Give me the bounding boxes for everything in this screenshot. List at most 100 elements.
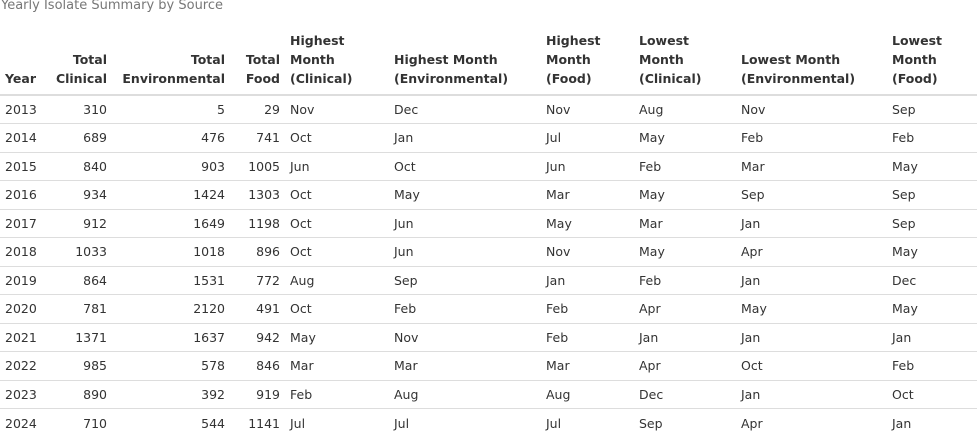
table-row: 2016 934 1424 1303 Oct May Mar May Sep Sep: [0, 180, 977, 209]
cell-total-environmental: 392: [111, 379, 229, 409]
cell-year: 2022: [0, 351, 45, 380]
cell-year: 2017: [0, 208, 45, 238]
cell-lowest-clinical: Apr: [633, 294, 735, 323]
cell-year: 2023: [0, 379, 45, 409]
cell-highest-clinical: Aug: [284, 265, 388, 295]
table-caption: Yearly Isolate Summary by Source: [1, 0, 224, 13]
cell-year: 2021: [0, 322, 45, 352]
table-body: 2013 310 5 29 Nov Dec Nov Aug Nov Sep 2014 689 476 74…: [0, 95, 977, 437]
cell-lowest-clinical: Dec: [633, 379, 735, 409]
cell-year: 2015: [0, 151, 45, 181]
cell-total-environmental: 5: [217, 102, 225, 117]
column-header-total-environmental: Total Environmental: [111, 13, 229, 96]
cell-lowest-clinical: Feb: [633, 265, 735, 295]
cell-total-environmental: 1424: [111, 180, 229, 209]
cell-highest-food: Feb: [540, 322, 633, 352]
cell-highest-environmental: Jul: [388, 408, 540, 437]
cell-lowest-environmental: Apr: [735, 408, 886, 437]
cell-lowest-clinical: May: [633, 180, 735, 209]
cell-lowest-food: Jan: [886, 408, 977, 437]
table-row: 2017 912 1649 1198 Oct Jun May Mar Jan Sep: [0, 208, 977, 238]
cell-highest-clinical: Jul: [284, 408, 388, 437]
cell-highest-environmental: May: [388, 180, 540, 209]
table-row: 2019 864 1531 772 Aug Sep Jan Feb Jan Dec: [0, 265, 977, 295]
cell-year: 2019: [0, 265, 45, 295]
cell-total-food: 741: [229, 123, 284, 152]
cell-total-food: 1303: [229, 180, 284, 209]
cell-highest-clinical: Oct: [284, 294, 388, 323]
cell-total-clinical: 1371: [45, 322, 111, 352]
cell-highest-food: Jan: [540, 265, 633, 295]
cell-lowest-clinical: Feb: [633, 151, 735, 181]
cell-highest-clinical: Oct: [284, 123, 388, 152]
cell-lowest-environmental: Feb: [735, 123, 886, 152]
cell-total-food: 919: [229, 379, 284, 409]
cell-total-clinical: 864: [45, 265, 111, 295]
cell-lowest-clinical: Aug: [639, 102, 664, 117]
cell-lowest-food: May: [886, 151, 977, 181]
column-header-year: Year: [0, 13, 45, 96]
cell-highest-clinical: Mar: [284, 351, 388, 380]
header-row: Year Total Clinical Total Environmental …: [0, 13, 977, 96]
cell-highest-environmental: Jan: [388, 123, 540, 152]
cell-highest-clinical: Oct: [284, 180, 388, 209]
cell-total-food: 772: [229, 265, 284, 295]
cell-year: 2016: [0, 180, 45, 209]
cell-year: 2018: [0, 237, 45, 266]
cell-lowest-environmental: Sep: [735, 180, 886, 209]
cell-lowest-food: Sep: [886, 208, 977, 238]
cell-highest-environmental: Jun: [388, 208, 540, 238]
cell-highest-food: Mar: [540, 180, 633, 209]
cell-lowest-food: May: [886, 294, 977, 323]
table-row: 2014 689 476 741 Oct Jan Jul May Feb Feb: [0, 123, 977, 152]
cell-lowest-clinical: Jan: [633, 322, 735, 352]
cell-highest-clinical: Jun: [284, 151, 388, 181]
cell-highest-food: Aug: [540, 379, 633, 409]
cell-total-food: 1141: [229, 408, 284, 437]
cell-year: 2024: [0, 408, 45, 437]
cell-total-clinical: 310: [83, 102, 107, 117]
cell-total-food: 846: [229, 351, 284, 380]
cell-lowest-environmental: Oct: [735, 351, 886, 380]
cell-highest-food: Jul: [540, 408, 633, 437]
cell-total-clinical: 689: [45, 123, 111, 152]
cell-highest-clinical: Oct: [284, 237, 388, 266]
cell-lowest-food: Sep: [886, 180, 977, 209]
column-header-total-food: Total Food: [229, 13, 284, 96]
table-row: 2024 710 544 1141 Jul Jul Jul Sep Apr Jan: [0, 408, 977, 437]
table-row: 2013 310 5 29 Nov Dec Nov Aug Nov Sep: [0, 95, 977, 124]
cell-lowest-food: Feb: [886, 351, 977, 380]
cell-lowest-food: Dec: [886, 265, 977, 295]
table-row: 2015 840 903 1005 Jun Oct Jun Feb Mar May: [0, 151, 977, 181]
table-row: 2020 781 2120 491 Oct Feb Feb Apr May May: [0, 294, 977, 323]
cell-highest-clinical: Feb: [284, 379, 388, 409]
cell-lowest-environmental: Jan: [735, 265, 886, 295]
column-header-highest-food: Highest Month (Food): [540, 13, 633, 96]
cell-highest-clinical: May: [284, 322, 388, 352]
cell-highest-food: Jul: [540, 123, 633, 152]
cell-year: 2020: [0, 294, 45, 323]
cell-lowest-environmental: Apr: [735, 237, 886, 266]
cell-highest-food: Mar: [540, 351, 633, 380]
cell-total-food: 942: [229, 322, 284, 352]
cell-highest-environmental: Aug: [388, 379, 540, 409]
cell-total-clinical: 840: [45, 151, 111, 181]
cell-total-clinical: 890: [45, 379, 111, 409]
column-header-highest-environmental: Highest Month (Environmental): [388, 13, 540, 96]
cell-total-clinical: 1033: [45, 237, 111, 266]
column-header-lowest-clinical: Lowest Month (Clinical): [633, 13, 735, 96]
column-header-highest-clinical: Highest Month (Clinical): [284, 13, 388, 96]
cell-highest-environmental: Mar: [388, 351, 540, 380]
cell-lowest-environmental: Jan: [735, 379, 886, 409]
cell-highest-food: Nov: [546, 102, 571, 117]
cell-lowest-environmental: Jan: [735, 208, 886, 238]
cell-highest-environmental: Dec: [394, 102, 419, 117]
cell-highest-environmental: Jun: [388, 237, 540, 266]
table-row: 2023 890 392 919 Feb Aug Aug Dec Jan Oct: [0, 379, 977, 409]
cell-lowest-environmental: Mar: [735, 151, 886, 181]
column-header-lowest-environmental: Lowest Month (Environmental): [735, 13, 886, 96]
cell-lowest-clinical: Sep: [633, 408, 735, 437]
cell-total-food: 29: [264, 102, 280, 117]
cell-total-environmental: 903: [111, 151, 229, 181]
isolate-summary-table: Year Total Clinical Total Environmental …: [0, 13, 977, 437]
